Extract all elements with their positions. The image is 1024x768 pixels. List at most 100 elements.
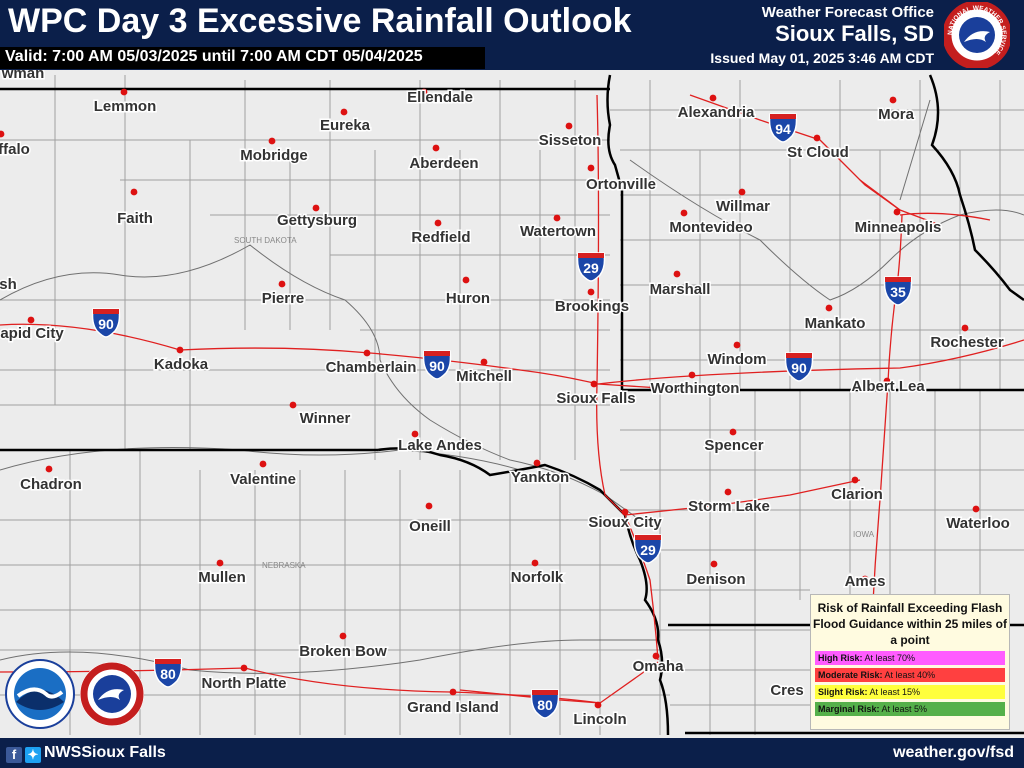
- agency-logos: [5, 659, 144, 729]
- city-dot: [268, 137, 276, 145]
- city-label: Rochester: [930, 334, 1004, 351]
- city-dot: [120, 88, 128, 96]
- city-label: Pierre: [262, 290, 305, 307]
- city-worthington: Worthington: [649, 371, 741, 398]
- state-label-ia: IOWA: [853, 530, 875, 539]
- city-label: Grand Island: [407, 699, 499, 716]
- city-marshall: Marshall: [648, 270, 712, 299]
- city-sisseton: Sisseton: [537, 122, 603, 150]
- twitter-icon: ✦: [25, 747, 41, 763]
- city-label: Cres: [770, 682, 803, 699]
- legend-label: High Risk:: [818, 653, 863, 663]
- city-dot: [176, 346, 184, 354]
- city-label: Ellendale: [407, 89, 473, 106]
- city-dot: [729, 428, 737, 436]
- city-label: Oneill: [409, 518, 451, 535]
- city-rochester: Rochester: [929, 324, 1005, 352]
- city-label: Aberdeen: [409, 155, 478, 172]
- city-sh: sh: [0, 274, 18, 294]
- city-label: Windom: [707, 351, 766, 368]
- city-mora: Mora: [877, 96, 916, 124]
- city-st-cloud: St Cloud: [786, 134, 850, 162]
- city-label: Sisseton: [539, 132, 602, 149]
- city-label: Denison: [686, 571, 745, 588]
- city-dot: [130, 188, 138, 196]
- city-cres: Cres: [769, 680, 805, 700]
- city-oneill: Oneill: [408, 502, 452, 536]
- city-label: Storm Lake: [688, 498, 770, 515]
- city-apid-city: apid City: [0, 316, 66, 343]
- city-label: Winner: [300, 410, 351, 427]
- city-label: Huron: [446, 290, 490, 307]
- city-label: Mitchell: [456, 368, 512, 385]
- city-label: Lake Andes: [398, 437, 482, 454]
- city-ffalo: ffalo: [0, 130, 31, 159]
- city-dot: [587, 288, 595, 296]
- interstate-80-shield-icon: 80: [153, 658, 183, 688]
- city-dot: [240, 664, 248, 672]
- city-label: Watertown: [520, 223, 596, 240]
- city-label: Faith: [117, 210, 153, 227]
- city-label: Mullen: [198, 569, 246, 586]
- city-lemmon: Lemmon: [92, 88, 158, 116]
- interstate-29-shield-icon: 29: [633, 534, 663, 564]
- city-label: Chamberlain: [326, 359, 417, 376]
- city-dot: [45, 465, 53, 473]
- city-label: Mora: [878, 106, 914, 123]
- city-label: Valentine: [230, 471, 296, 488]
- shield-route-number: 80: [537, 697, 553, 713]
- county-boundaries: [0, 75, 1024, 735]
- city-label: Spencer: [704, 437, 763, 454]
- city-dot: [312, 204, 320, 212]
- city-dot: [0, 130, 5, 138]
- city-ellendale: Ellendale: [406, 87, 475, 107]
- shield-route-number: 90: [791, 360, 807, 376]
- legend-label: Moderate Risk:: [818, 670, 883, 680]
- city-dot: [673, 270, 681, 278]
- office-location: Sioux Falls, SD: [775, 21, 934, 46]
- city-aberdeen: Aberdeen: [408, 144, 480, 173]
- facebook-icon: f: [6, 747, 22, 763]
- city-dot: [340, 108, 348, 116]
- city-dot: [594, 701, 602, 709]
- legend-slight-risk: Slight Risk: At least 15%: [815, 685, 1005, 699]
- noaa-logo-icon: [5, 659, 75, 729]
- city-label: Ortonville: [586, 176, 656, 193]
- city-wman: wman: [0, 70, 46, 83]
- city-watertown: Watertown: [518, 214, 598, 241]
- city-kadoka: Kadoka: [152, 346, 210, 374]
- city-alexandria: Alexandria: [676, 94, 757, 122]
- city-clarion: Clarion: [830, 476, 884, 504]
- shield-route-number: 94: [775, 121, 791, 137]
- city-label: Lincoln: [573, 711, 626, 728]
- city-dot: [825, 304, 833, 312]
- website-link[interactable]: weather.gov/fsd: [893, 744, 1014, 761]
- city-denison: Denison: [685, 560, 747, 589]
- city-valentine: Valentine: [229, 460, 297, 489]
- city-faith: Faith: [116, 188, 154, 228]
- city-lake-andes: Lake Andes: [397, 430, 483, 455]
- nws-logo-icon: NATIONAL WEATHER SERVICE: [944, 2, 1010, 68]
- valid-time-text: Valid: 7:00 AM 05/03/2025 until 7:00 AM …: [5, 48, 423, 65]
- city-dot: [259, 460, 267, 468]
- state-label-ne: NEBRASKA: [262, 561, 306, 570]
- city-dot: [339, 632, 347, 640]
- city-spencer: Spencer: [703, 428, 765, 455]
- city-dot: [420, 88, 428, 96]
- office-label: Weather Forecast Office: [761, 4, 934, 21]
- city-dot: [738, 188, 746, 196]
- shield-route-number: 29: [640, 542, 656, 558]
- page-title: WPC Day 3 Excessive Rainfall Outlook: [8, 2, 632, 40]
- legend-marginal-risk: Marginal Risk: At least 5%: [815, 702, 1005, 716]
- city-dot: [972, 505, 980, 513]
- city-label: Broken Bow: [299, 643, 387, 660]
- city-label: Willmar: [716, 198, 770, 215]
- city-windom: Windom: [706, 341, 768, 369]
- interstate-90-shield-icon: 90: [784, 352, 814, 382]
- city-dot: [861, 575, 869, 583]
- city-mankato: Mankato: [803, 304, 867, 333]
- shield-route-number: 35: [890, 284, 906, 300]
- city-label: apid City: [0, 325, 64, 342]
- city-dot: [709, 94, 717, 102]
- issued-time: Issued May 01, 2025 3:46 AM CDT: [710, 50, 934, 66]
